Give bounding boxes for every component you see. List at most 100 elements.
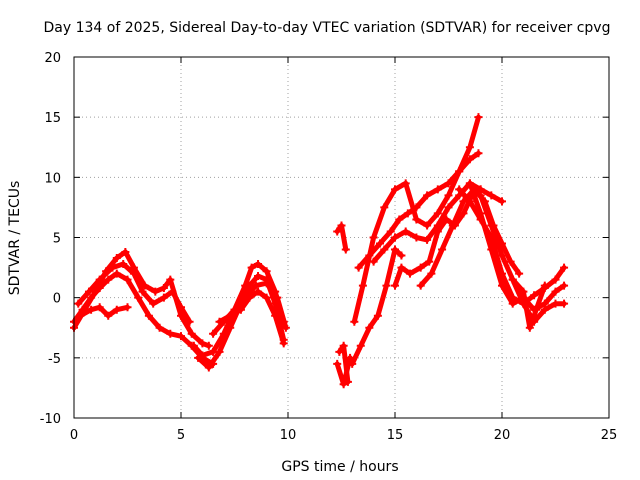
data-point-marker	[350, 317, 359, 326]
x-tick-label: 0	[70, 428, 78, 443]
data-point-marker	[129, 269, 138, 278]
x-tick-label: 5	[177, 428, 185, 443]
data-point-marker	[373, 311, 382, 320]
data-point-marker	[412, 233, 421, 242]
data-point-marker	[391, 281, 399, 290]
data-point-marker	[365, 251, 374, 260]
data-point-marker	[487, 191, 496, 200]
data-point-marker	[508, 299, 517, 308]
data-point-marker	[166, 329, 175, 338]
data-point-marker	[262, 293, 271, 302]
data-point-marker	[198, 339, 207, 348]
data-point-marker	[416, 263, 425, 272]
data-point-marker	[401, 179, 410, 188]
data-point-marker	[226, 311, 235, 320]
data-point-marker	[455, 185, 464, 194]
data-point-marker	[442, 215, 451, 224]
y-tick-label: 20	[44, 51, 61, 66]
data-point-marker	[448, 221, 457, 230]
data-point-marker	[487, 221, 496, 230]
data-point-marker	[506, 257, 515, 266]
data-point-marker	[530, 291, 539, 300]
axis-ticks: 0 5 10 15 20 25 -10 -5 0 5 10 15 20	[40, 51, 618, 443]
data-point-marker	[551, 287, 560, 296]
data-point-marker	[525, 323, 534, 332]
data-point-marker	[391, 233, 399, 242]
y-axis-label: SDTVAR / TECUs	[7, 181, 23, 296]
data-point-marker	[465, 197, 474, 206]
data-point-marker	[551, 299, 560, 308]
data-point-marker	[369, 257, 378, 266]
data-point-marker	[215, 347, 224, 356]
data-point-marker	[391, 185, 399, 194]
data-point-marker	[87, 293, 96, 302]
data-point-marker	[123, 275, 132, 284]
data-point-marker	[403, 209, 412, 218]
data-point-marker	[95, 275, 104, 284]
data-point-marker	[476, 191, 485, 200]
data-point-marker	[104, 275, 113, 284]
data-point-marker	[112, 269, 121, 278]
series-trace	[217, 289, 287, 346]
data-point-marker	[151, 287, 160, 296]
x-tick-label: 20	[494, 428, 511, 443]
data-point-marker	[369, 233, 378, 242]
data-point-marker	[149, 299, 158, 308]
data-point-marker	[204, 363, 213, 372]
data-point-marker	[166, 275, 175, 284]
data-point-marker	[551, 275, 560, 284]
data-point-marker	[215, 317, 224, 326]
series-track-4	[76, 303, 132, 320]
data-point-marker	[474, 113, 483, 122]
data-point-marker	[335, 347, 344, 356]
y-tick-label: -5	[48, 352, 61, 367]
y-tick-label: 5	[53, 232, 61, 247]
data-point-marker	[271, 311, 280, 320]
y-tick-label: 0	[53, 292, 61, 307]
data-point-marker	[397, 263, 406, 272]
data-point-marker	[84, 287, 93, 296]
data-point-marker	[412, 215, 421, 224]
data-point-marker	[194, 353, 203, 362]
data-point-marker	[560, 281, 569, 290]
data-point-marker	[465, 155, 474, 164]
data-point-marker	[247, 263, 256, 272]
data-point-marker	[515, 269, 524, 278]
data-point-marker	[262, 279, 271, 288]
data-point-marker	[281, 323, 290, 332]
x-tick-label: 25	[601, 428, 618, 443]
data-point-marker	[333, 359, 342, 368]
data-point-marker	[159, 293, 168, 302]
series-track-8	[215, 287, 288, 348]
data-point-marker	[423, 235, 432, 244]
data-series-layer	[70, 113, 569, 389]
data-point-marker	[348, 359, 357, 368]
data-point-marker	[380, 203, 389, 212]
series-trace	[75, 261, 193, 325]
data-point-marker	[245, 293, 254, 302]
data-point-marker	[405, 269, 414, 278]
data-point-marker	[391, 245, 399, 254]
data-point-marker	[168, 287, 177, 296]
series-trace	[467, 180, 567, 313]
data-point-marker	[498, 251, 506, 260]
data-point-marker	[382, 281, 391, 290]
data-point-marker	[358, 281, 367, 290]
data-point-marker	[433, 185, 442, 194]
data-point-marker	[159, 284, 168, 293]
data-point-marker	[273, 293, 282, 302]
data-point-marker	[412, 203, 421, 212]
data-point-marker	[465, 179, 474, 188]
data-point-marker	[76, 311, 85, 320]
data-point-marker	[121, 247, 130, 256]
data-point-marker	[444, 191, 453, 200]
chart-title: Day 134 of 2025, Sidereal Day-to-day VTE…	[44, 20, 611, 36]
data-point-marker	[177, 332, 185, 341]
data-point-marker	[423, 191, 432, 200]
data-point-marker	[187, 329, 196, 338]
series-track-12	[348, 245, 406, 368]
data-point-marker	[427, 269, 436, 278]
series-track-9	[333, 221, 350, 254]
y-tick-label: -10	[40, 412, 61, 427]
